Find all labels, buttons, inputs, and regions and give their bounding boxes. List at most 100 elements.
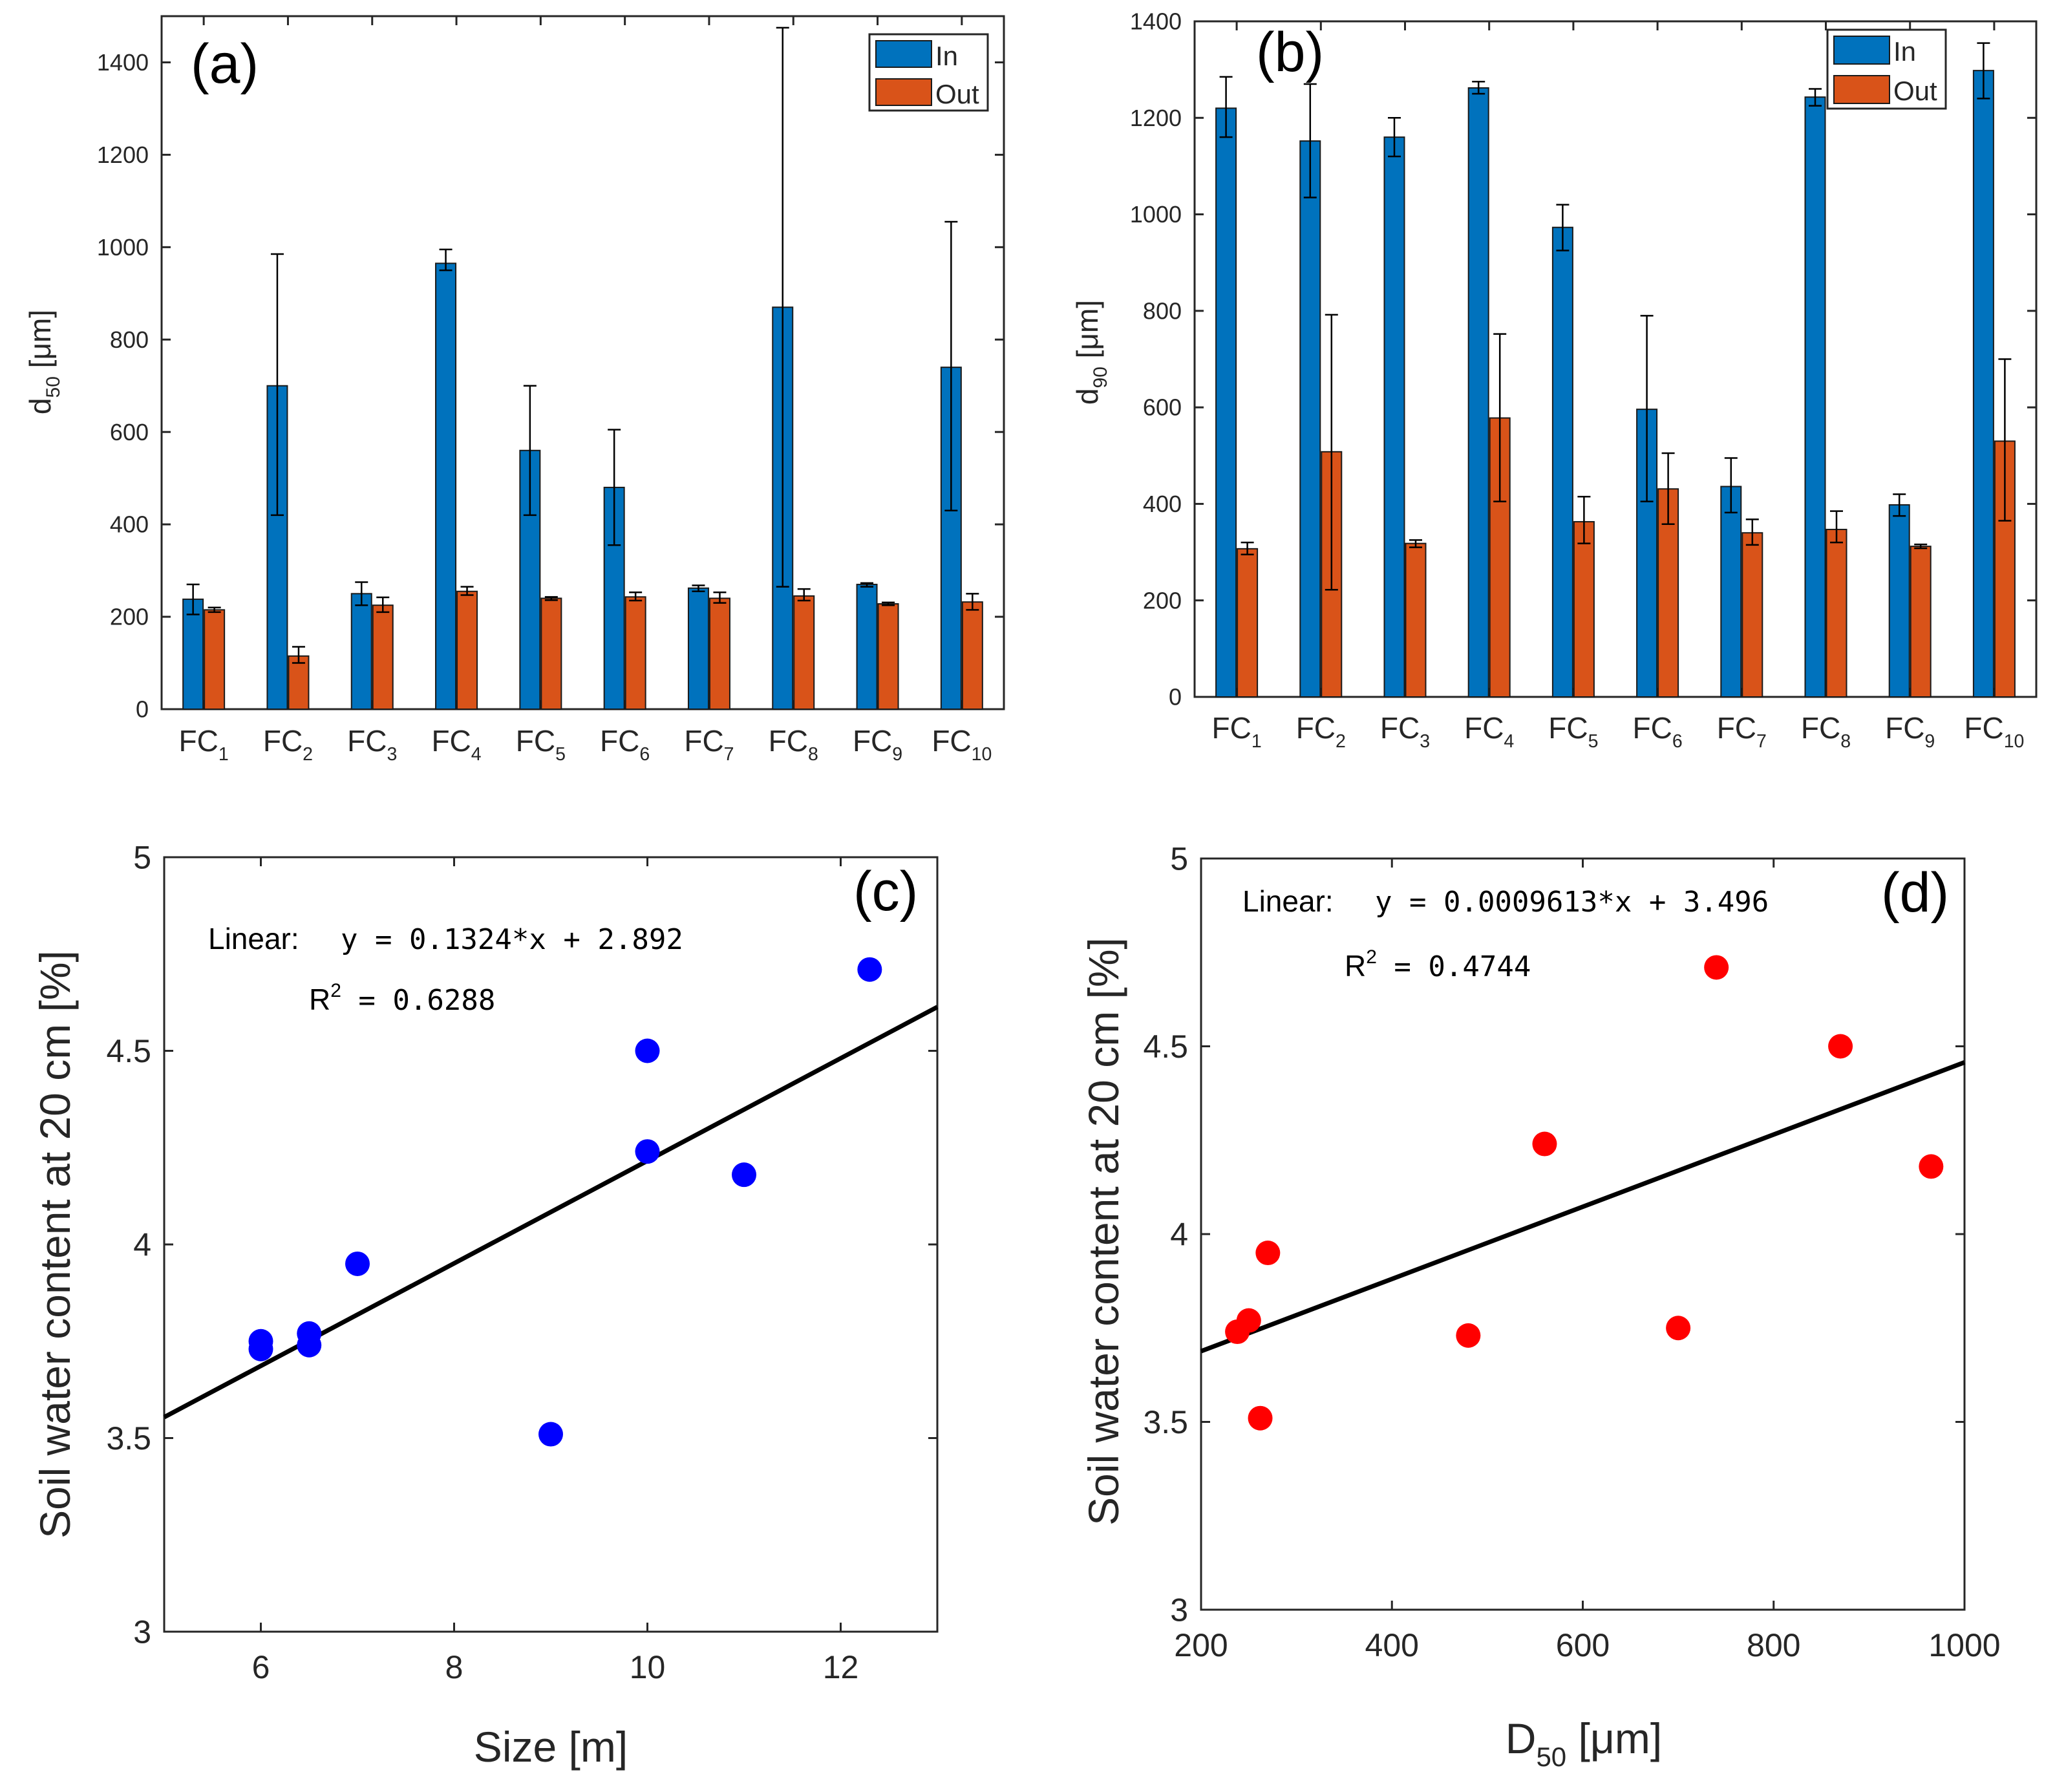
- y-tick-label: 3: [133, 1614, 151, 1650]
- x-tick-label: 8: [445, 1649, 463, 1685]
- category-label: FC4: [431, 724, 481, 765]
- data-point: [732, 1162, 756, 1188]
- y-tick-label: 3.5: [1143, 1404, 1188, 1440]
- bar-out: [204, 609, 226, 710]
- legend-label: In: [1893, 36, 1916, 67]
- y-tick-label: 1000: [97, 234, 149, 261]
- bar-in: [1888, 504, 1910, 698]
- data-point: [1248, 1405, 1273, 1431]
- x-tick-label: 600: [1556, 1627, 1610, 1663]
- x-tick-label: 800: [1747, 1627, 1800, 1663]
- equation-text: y = 0.1324*x + 2.892: [341, 923, 683, 956]
- panel-letter: (d): [1881, 862, 1949, 924]
- data-point: [538, 1422, 563, 1447]
- x-axis-label: D50 [μm]: [1506, 1714, 1662, 1772]
- category-label: FC1: [1212, 711, 1262, 752]
- category-label: FC6: [600, 724, 650, 765]
- y-tick-label: 400: [110, 511, 149, 538]
- bar-in: [1720, 485, 1742, 698]
- x-tick-label: 400: [1365, 1627, 1419, 1663]
- category-label: FC5: [1548, 711, 1598, 752]
- panel-d: 3 3.5 4 4.5 5 (d) 200 400 600 800 1000 Linear: y = 0…: [1080, 841, 2001, 1773]
- category-label: FC8: [1801, 711, 1851, 752]
- panel-letter: (a): [191, 33, 259, 95]
- data-point: [635, 1139, 660, 1164]
- bar-in: [435, 262, 457, 710]
- r-squared-text: R2 = 0.4744: [1345, 946, 1531, 983]
- category-label: FC7: [684, 724, 734, 765]
- data-point: [1704, 955, 1729, 980]
- y-tick-label: 800: [1143, 297, 1182, 324]
- bar-in: [1551, 226, 1573, 698]
- data-point: [248, 1336, 273, 1361]
- x-tick-label: 10: [630, 1649, 666, 1685]
- category-label: FC5: [516, 724, 566, 765]
- y-tick-label: 5: [133, 840, 151, 876]
- y-tick-label: 5: [1170, 841, 1188, 877]
- bar-out: [1405, 542, 1427, 698]
- category-label: FC10: [1964, 711, 2024, 752]
- x-tick-label: 1000: [1928, 1627, 2000, 1663]
- bar-in: [266, 385, 288, 710]
- y-axis-label: Soil water content at 20 cm [%]: [31, 950, 79, 1539]
- legend-swatch-in: [1833, 36, 1890, 65]
- y-tick-label: 1400: [1130, 8, 1182, 35]
- panel-letter: (b): [1256, 21, 1324, 83]
- y-tick-label: 3: [1170, 1592, 1188, 1628]
- y-tick-label: 3.5: [106, 1420, 151, 1456]
- category-label: FC3: [1380, 711, 1430, 752]
- y-tick-label: 1400: [97, 49, 149, 76]
- legend-label: In: [935, 41, 958, 71]
- equation-text: y = 0.0009613*x + 3.496: [1375, 886, 1769, 919]
- category-label: FC6: [1633, 711, 1683, 752]
- bar-out: [1910, 546, 1932, 698]
- category-label: FC9: [1885, 711, 1935, 752]
- category-label: FC4: [1464, 711, 1514, 752]
- plot-frame: [163, 856, 939, 1633]
- y-axis-label: d90 [μm]: [1070, 300, 1111, 405]
- bar-in: [182, 598, 204, 710]
- bar-out: [1573, 521, 1595, 698]
- data-point: [1255, 1241, 1281, 1266]
- legend-swatch-out: [1833, 75, 1890, 104]
- x-tick-label: 12: [823, 1649, 859, 1685]
- data-point: [635, 1038, 660, 1063]
- fit-line: [1200, 1060, 1966, 1354]
- bar-in: [687, 587, 709, 710]
- legend-label: Out: [935, 79, 979, 109]
- category-label: FC1: [179, 724, 229, 765]
- legend-swatch-in: [875, 40, 932, 68]
- y-tick-label: 1200: [97, 142, 149, 168]
- y-tick-label: 4.5: [1143, 1029, 1188, 1065]
- bar-out: [624, 596, 646, 710]
- x-tick-label: 200: [1174, 1627, 1228, 1663]
- y-tick-label: 200: [110, 604, 149, 630]
- bar-in: [1299, 140, 1321, 698]
- bar-out: [708, 597, 730, 710]
- panel-c: 3 3.5 4 4.5 5 (c) 6 8 10 12 Linear: y = 0.1324*x + …: [31, 840, 939, 1771]
- fit-line: [163, 1005, 939, 1420]
- category-label: FC9: [853, 724, 902, 765]
- bar-out: [793, 595, 815, 710]
- category-label: FC8: [769, 724, 818, 765]
- x-axis-label: Size [m]: [474, 1723, 628, 1771]
- legend-swatch-out: [875, 78, 932, 106]
- bar-in: [1215, 107, 1237, 698]
- y-tick-label: 1200: [1130, 105, 1182, 131]
- y-tick-label: 800: [110, 326, 149, 353]
- bar-in: [856, 584, 878, 710]
- bar-in: [350, 593, 372, 710]
- panel-b: 0 200 400 600 800 1000 1200 1400 (b) FC1 FC2 FC3 FC4…: [1070, 8, 2038, 752]
- y-tick-label: 0: [1169, 684, 1182, 710]
- plot-frame: [1193, 20, 2038, 698]
- data-point: [1236, 1308, 1261, 1333]
- y-tick-label: 0: [136, 696, 149, 723]
- bar-in: [1972, 70, 1994, 698]
- y-tick-label: 4: [133, 1227, 151, 1263]
- panel-a: 0 200 400 600 800 1000 1200 1400 (a) FC1 FC2 FC3 FC4…: [23, 15, 1005, 765]
- data-point: [1828, 1034, 1853, 1059]
- y-tick-label: 600: [110, 419, 149, 445]
- y-tick-label: 400: [1143, 491, 1182, 517]
- equation-label: Linear:: [208, 922, 299, 955]
